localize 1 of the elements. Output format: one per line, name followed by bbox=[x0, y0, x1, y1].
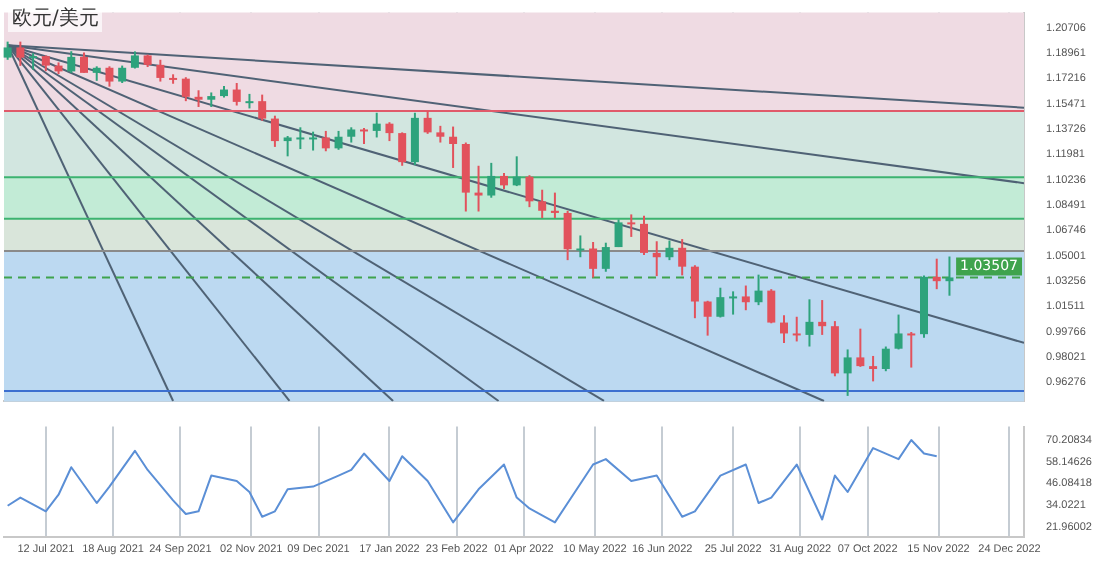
chart-title: 欧元/美元 bbox=[8, 4, 103, 32]
